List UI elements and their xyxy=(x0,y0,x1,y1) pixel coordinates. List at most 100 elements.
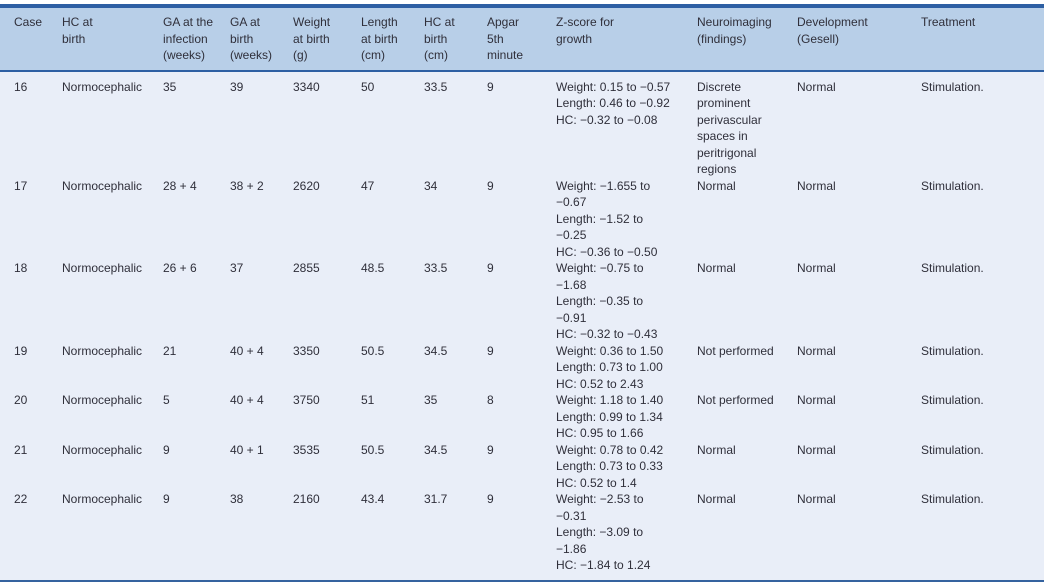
cell-development: Normal xyxy=(797,260,921,343)
cell-line: peritrigonal xyxy=(697,145,757,160)
cell-line: Normal xyxy=(697,178,736,193)
cell-line: Normal xyxy=(797,393,836,407)
cell-ga_infection: 35 xyxy=(163,70,230,178)
cell-line: 50.5 xyxy=(361,343,385,358)
cell-line: Stimulation. xyxy=(921,343,984,358)
cell-line: Normal xyxy=(797,79,836,94)
cell-weight: 2160 xyxy=(293,491,361,581)
cell-line: 3350 xyxy=(293,343,320,358)
cell-line: HC: −0.32 to −0.08 xyxy=(556,112,658,127)
cell-line: 35 xyxy=(424,393,438,407)
cell-line: Length: −0.35 to xyxy=(556,294,644,308)
cell-line: HC: −0.32 to −0.43 xyxy=(556,327,658,341)
cell-apgar: 8 xyxy=(487,392,556,442)
cell-line: −0.31 xyxy=(556,508,587,523)
cell-line: −0.25 xyxy=(556,228,587,242)
column-header-line: infection xyxy=(163,31,208,46)
cell-hc_at_birth: Normocephalic xyxy=(62,491,163,581)
cell-neuroimaging: Not performed xyxy=(697,342,797,392)
cell-case: 17 xyxy=(0,177,62,260)
cell-line: 5 xyxy=(163,393,170,407)
cell-ga_infection: 21 xyxy=(163,342,230,392)
cell-weight: 3535 xyxy=(293,441,361,491)
cell-ga_birth: 40 + 1 xyxy=(230,441,293,491)
cell-ga_infection: 9 xyxy=(163,441,230,491)
cell-ga_birth: 37 xyxy=(230,260,293,343)
cell-line: 3750 xyxy=(293,393,320,407)
cell-line: Normocephalic xyxy=(62,492,143,506)
cell-line: HC: 0.95 to 1.66 xyxy=(556,426,644,440)
cell-ga_infection: 5 xyxy=(163,392,230,442)
column-header-line: (weeks) xyxy=(163,48,206,62)
column-header-line: Apgar xyxy=(487,15,520,29)
cell-line: Length: 0.73 to 0.33 xyxy=(556,459,663,473)
table-row: 22 Normocephalic 9 38 2160 43.4 31.7 9 Weight: −… xyxy=(0,491,1044,581)
column-header-line: (cm) xyxy=(361,48,385,62)
table-row: 20 Normocephalic 5 40 + 4 3750 51 35 8 Weight: 1… xyxy=(0,392,1044,442)
column-header-line: birth xyxy=(62,31,86,46)
cell-line: 38 xyxy=(230,492,244,506)
cell-ga_infection: 28 + 4 xyxy=(163,177,230,260)
cell-line: 9 xyxy=(163,492,170,506)
cell-line: Length: 0.99 to 1.34 xyxy=(556,409,663,424)
column-header-hc_at_birth: HC at birth xyxy=(62,6,163,72)
cell-line: 38 + 2 xyxy=(230,178,264,193)
cell-z_score: Weight: 0.15 to −0.57 Length: 0.46 to −0.… xyxy=(556,70,697,178)
table-header: Case HC at birth GA at the infection (weeks) G… xyxy=(0,6,1044,72)
cell-line: 33.5 xyxy=(424,79,448,94)
cell-line: 3535 xyxy=(293,442,320,457)
column-header-line: (weeks) xyxy=(230,48,273,62)
cell-weight: 2620 xyxy=(293,177,361,260)
column-header-line: Weight xyxy=(293,15,331,29)
cell-line: Stimulation. xyxy=(921,393,984,407)
cell-line: perivascular xyxy=(697,112,762,127)
cell-weight: 3350 xyxy=(293,342,361,392)
cell-line: Weight: 0.78 to 0.42 xyxy=(556,442,664,457)
cell-line: Weight: −0.75 to xyxy=(556,261,644,275)
cell-hc_cm: 31.7 xyxy=(424,491,487,581)
cell-line: −1.86 xyxy=(556,541,587,556)
cell-line: Normal xyxy=(697,442,736,457)
column-header-line: (cm) xyxy=(424,48,448,62)
cell-apgar: 9 xyxy=(487,491,556,581)
cell-treatment: Stimulation. xyxy=(921,491,1044,581)
cell-hc_at_birth: Normocephalic xyxy=(62,342,163,392)
cell-hc_cm: 34 xyxy=(424,177,487,260)
cell-ga_birth: 40 + 4 xyxy=(230,342,293,392)
cell-line: 9 xyxy=(487,79,494,94)
column-header-weight: Weight at birth (g) xyxy=(293,6,361,72)
cell-development: Normal xyxy=(797,70,921,178)
cell-weight: 3340 xyxy=(293,70,361,178)
column-header-line: HC at xyxy=(424,15,455,29)
cell-line: 51 xyxy=(361,393,375,407)
cell-z_score: Weight: −1.655 to −0.67 Length: −1.52 to −0… xyxy=(556,177,697,260)
column-header-development: Development (Gesell) xyxy=(797,6,921,72)
cell-development: Normal xyxy=(797,177,921,260)
cell-hc_cm: 34.5 xyxy=(424,441,487,491)
cell-line: 21 xyxy=(14,442,28,457)
column-header-line: at birth xyxy=(361,31,398,46)
cell-line: Normal xyxy=(797,492,836,506)
column-header-line: Treatment xyxy=(921,15,976,29)
cell-line: HC: 0.52 to 1.4 xyxy=(556,475,637,490)
column-header-line: (findings) xyxy=(697,31,747,46)
cell-neuroimaging: Discrete prominent perivascular spaces in pe… xyxy=(697,70,797,178)
cell-weight: 3750 xyxy=(293,392,361,442)
cell-ga_birth: 39 xyxy=(230,70,293,178)
cell-line: Length: −3.09 to xyxy=(556,525,644,539)
cell-hc_at_birth: Normocephalic xyxy=(62,392,163,442)
table-row: 16 Normocephalic 35 39 3340 50 33.5 9 Weight: 0.… xyxy=(0,70,1044,178)
cell-neuroimaging: Normal xyxy=(697,491,797,581)
cell-case: 19 xyxy=(0,342,62,392)
cell-development: Normal xyxy=(797,342,921,392)
column-header-apgar: Apgar 5th minute xyxy=(487,6,556,72)
header-row: Case HC at birth GA at the infection (weeks) G… xyxy=(0,6,1044,72)
column-header-case: Case xyxy=(0,6,62,72)
column-header-line: 5th xyxy=(487,31,504,46)
cell-line: 16 xyxy=(14,79,28,94)
cell-length: 50 xyxy=(361,70,424,178)
column-header-line: Case xyxy=(14,15,43,29)
cell-line: Normocephalic xyxy=(62,393,143,407)
column-header-line: Z-score for xyxy=(556,15,615,29)
cell-line: 8 xyxy=(487,393,494,407)
